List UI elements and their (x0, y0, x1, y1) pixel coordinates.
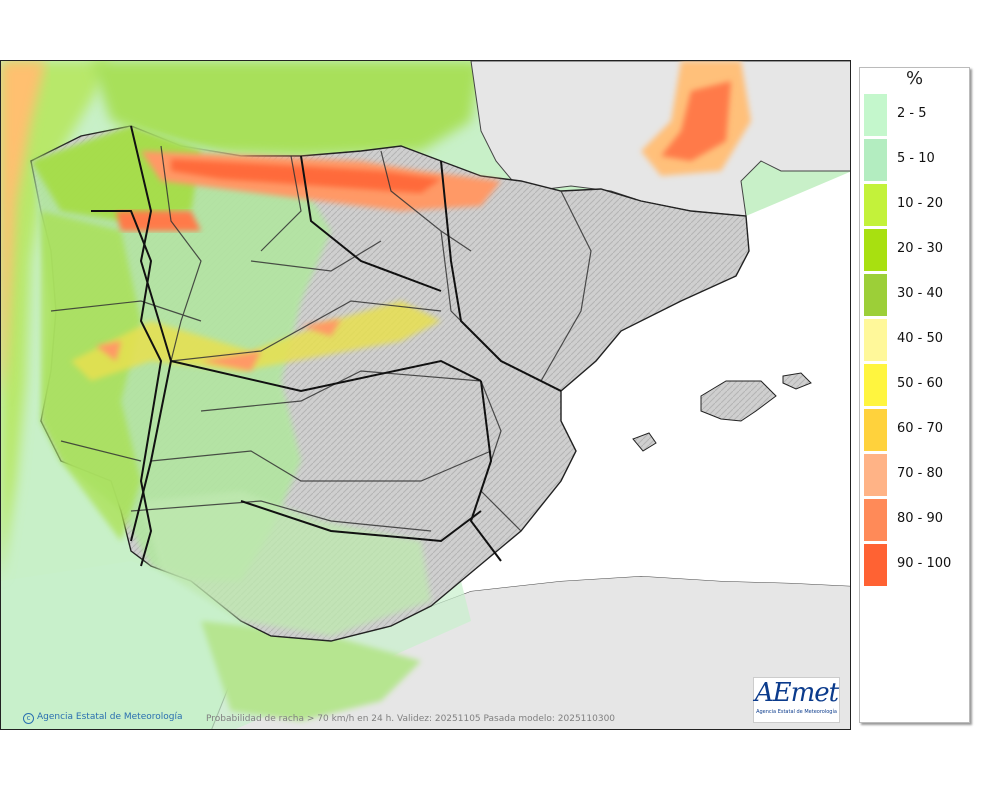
legend-item: 10 - 20 (864, 184, 964, 226)
legend-item: 80 - 90 (864, 499, 964, 541)
legend-label: 80 - 90 (897, 511, 944, 526)
legend-swatch (864, 409, 887, 451)
legend-swatch (864, 454, 887, 496)
legend-label: 30 - 40 (897, 286, 944, 301)
community-borders (130, 125, 562, 562)
menorca (782, 372, 812, 390)
legend-label: 5 - 10 (897, 151, 935, 166)
legend-item: 40 - 50 (864, 319, 964, 361)
map-caption: Probabilidad de racha > 70 km/h en 24 h.… (206, 714, 616, 724)
galicia-green (31, 126, 201, 221)
atlantic-west-band (1, 61, 111, 581)
legend-swatch (864, 544, 887, 586)
legend-label: 2 - 5 (897, 106, 927, 121)
iberia-map-graphic (1, 61, 850, 729)
legend-item: 2 - 5 (864, 94, 964, 136)
credit-label: Agencia Estatal de Meteorología (37, 712, 183, 722)
legend-item: 50 - 60 (864, 364, 964, 406)
legend-swatch (864, 229, 887, 271)
mediterranean-sea (431, 171, 850, 606)
central-system-band (71, 301, 441, 381)
legend-swatch (864, 274, 887, 316)
logo-subtext: Agencia Estatal de Meteorología (756, 709, 837, 715)
legend-unit: % (905, 68, 924, 89)
legend-label: 50 - 60 (897, 376, 944, 391)
legend-swatch (864, 499, 887, 541)
legend-item: 20 - 30 (864, 229, 964, 271)
legend-item: 60 - 70 (864, 409, 964, 451)
atlantic-orange-band (1, 61, 46, 401)
logo-wordmark: AEmet (754, 678, 839, 708)
legend-label: 70 - 80 (897, 466, 944, 481)
strait-green (201, 621, 421, 721)
legend-label: 90 - 100 (897, 556, 952, 571)
south-green (141, 491, 431, 636)
legend-swatch (864, 319, 887, 361)
legend-swatch (864, 139, 887, 181)
copyright-icon: c (23, 713, 34, 724)
legend-swatch (864, 94, 887, 136)
galicia-hotspot (116, 211, 201, 231)
legend-label: 10 - 20 (897, 196, 944, 211)
probability-map: c Agencia Estatal de Meteorología Probabi… (0, 60, 851, 730)
legend-item: 70 - 80 (864, 454, 964, 496)
legend-panel: % 2 - 5 5 - 10 10 - 20 20 - 30 30 - 40 40 - 5… (859, 67, 970, 723)
bay-of-biscay-green (91, 61, 481, 156)
legend-item: 5 - 10 (864, 139, 964, 181)
aemet-logo: AEmet Agencia Estatal de Meteorología (753, 677, 840, 723)
legend-item: 90 - 100 (864, 544, 964, 586)
ibiza (632, 432, 657, 452)
mallorca (700, 380, 777, 422)
central-hotspots (96, 319, 341, 371)
legend-label: 60 - 70 (897, 421, 944, 436)
gulf-of-lion-core (661, 81, 731, 161)
credit-text: c Agencia Estatal de Meteorología (23, 712, 183, 724)
regional-borders (50, 145, 592, 532)
legend-label: 40 - 50 (897, 331, 944, 346)
legend-item: 30 - 40 (864, 274, 964, 316)
legend-swatch (864, 364, 887, 406)
legend-swatch (864, 184, 887, 226)
portugal-spain-border (91, 210, 163, 567)
cantabrian-core (171, 159, 441, 193)
legend-label: 20 - 30 (897, 241, 944, 256)
